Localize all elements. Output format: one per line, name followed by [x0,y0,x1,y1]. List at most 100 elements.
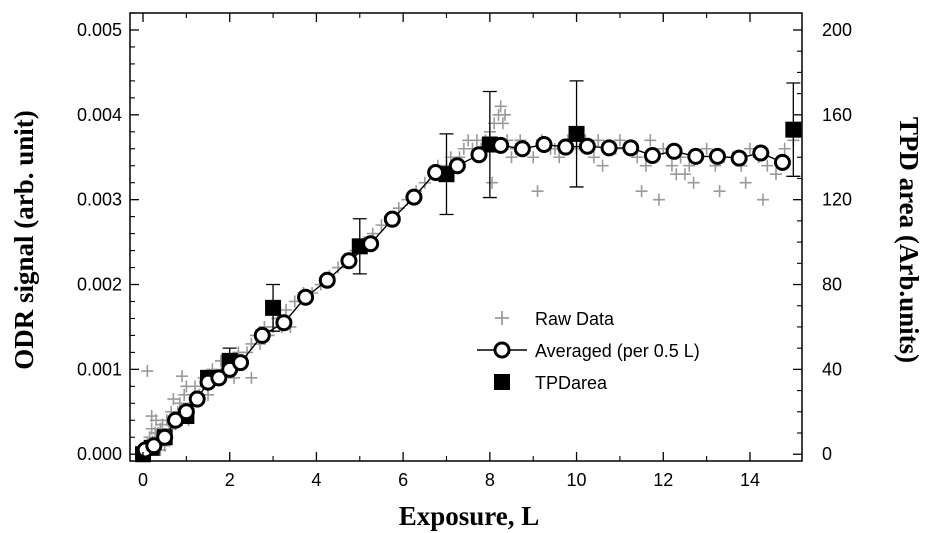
averaged-data-point [535,136,553,154]
legend-raw-marker [495,311,509,325]
y2-axis-title: TPD area (Arb.units) [894,117,924,363]
legend: Raw Data Averaged (per 0.5 L) TPDarea [477,309,700,393]
averaged-data-point [773,153,791,171]
averaged-data-point [210,369,228,387]
averaged-series-line [144,143,783,451]
averaged-data-point [405,188,423,206]
plot-border [129,12,803,462]
raw-data-point [486,176,499,189]
averaged-data-point [557,138,575,156]
raw-data-point [499,108,512,121]
averaged-data-point [253,326,271,344]
y2-tick-label: 0 [822,444,832,464]
averaged-data-point [708,147,726,165]
averaged-data-point [145,437,163,455]
x-tick-label: 8 [485,470,495,490]
raw-data-point [178,388,191,401]
tpd-area-point [568,125,585,142]
raw-data-point [756,193,769,206]
averaged-data-point [578,137,596,155]
y2-tick-label: 120 [822,190,852,210]
y2-tick-label: 160 [822,105,852,125]
x-tick-label: 0 [138,470,148,490]
legend-label: Raw Data [535,309,615,329]
raw-data-point [527,151,540,164]
averaged-data-point [687,147,705,165]
x-tick-label: 2 [225,470,235,490]
averaged-data-point [318,271,336,289]
raw-data-point [635,185,648,198]
raw-data-point [739,176,752,189]
raw-data-point [665,159,678,172]
raw-data-point [613,134,626,147]
raw-data-point [418,176,431,189]
legend-label: TPDarea [535,373,608,393]
x-tick-label: 12 [653,470,673,490]
legend-label: Averaged (per 0.5 L) [535,341,700,361]
raw-data-point [176,370,189,383]
axes-frame: 0 2 4 6 8 10 12 14 0.000 0.001 0.002 0.003 0.004 0.00… [77,12,852,490]
averaged-data-point [643,147,661,165]
y-axis-title: ODR signal (arb. unit) [9,110,39,370]
raw-data-point [713,185,726,198]
y-tick-label: 0.002 [77,275,122,295]
raw-data-point [189,380,202,393]
averaged-data-point [752,144,770,162]
x-tick-label: 4 [311,470,321,490]
y-tick-label: 0.001 [77,359,122,379]
raw-data-point [769,168,782,181]
x-tick-label: 10 [567,470,587,490]
y2-tick-label: 200 [822,20,852,40]
raw-data-point [375,219,388,232]
raw-data-point [596,159,609,172]
plot-area [135,80,802,463]
averaged-data-point [362,235,380,253]
averaged-data-point [513,140,531,158]
raw-data-point [778,142,791,155]
averaged-data-point [622,139,640,157]
raw-data-point [280,303,293,316]
raw-data-point [592,134,605,147]
averaged-data-point [427,164,445,182]
averaged-data-point [383,210,401,228]
averaged-data-point [340,252,358,270]
raw-data-point [644,134,657,147]
averaged-data-point [600,139,618,157]
raw-data-point [241,346,254,359]
raw-data-point [245,371,258,384]
averaged-data-point [232,354,250,372]
raw-data-point [167,393,180,406]
raw-data-point [652,193,665,206]
averaged-data-point [297,288,315,306]
raw-data-point [639,159,652,172]
y-tick-label: 0.004 [77,105,122,125]
averaged-data-point [448,157,466,175]
raw-data-point [587,151,600,164]
y-tick-label: 0.000 [77,444,122,464]
legend-averaged-marker [493,341,511,359]
averaged-data-point [730,149,748,167]
y-tick-label: 0.005 [77,20,122,40]
averaged-data-point [167,411,185,429]
averaged-data-point [275,314,293,332]
raw-data-point [700,142,713,155]
tpd-area-point [265,299,282,316]
raw-data-point [687,176,700,189]
legend-tpd-marker [494,374,510,390]
raw-data-point [141,365,154,378]
averaged-data-point [492,136,510,154]
x-tick-label: 14 [740,470,760,490]
raw-data-point [531,185,544,198]
raw-data-point [505,151,518,164]
x-tick-label: 6 [398,470,408,490]
averaged-data-point [177,403,195,421]
averaged-data-point [665,142,683,160]
y-tick-label: 0.003 [77,190,122,210]
x-axis-title: Exposure, L [399,501,540,531]
averaged-data-point [188,390,206,408]
y2-tick-label: 40 [822,359,842,379]
averaged-data-point [156,428,174,446]
raw-data-point [670,168,683,181]
y2-tick-label: 80 [822,275,842,295]
